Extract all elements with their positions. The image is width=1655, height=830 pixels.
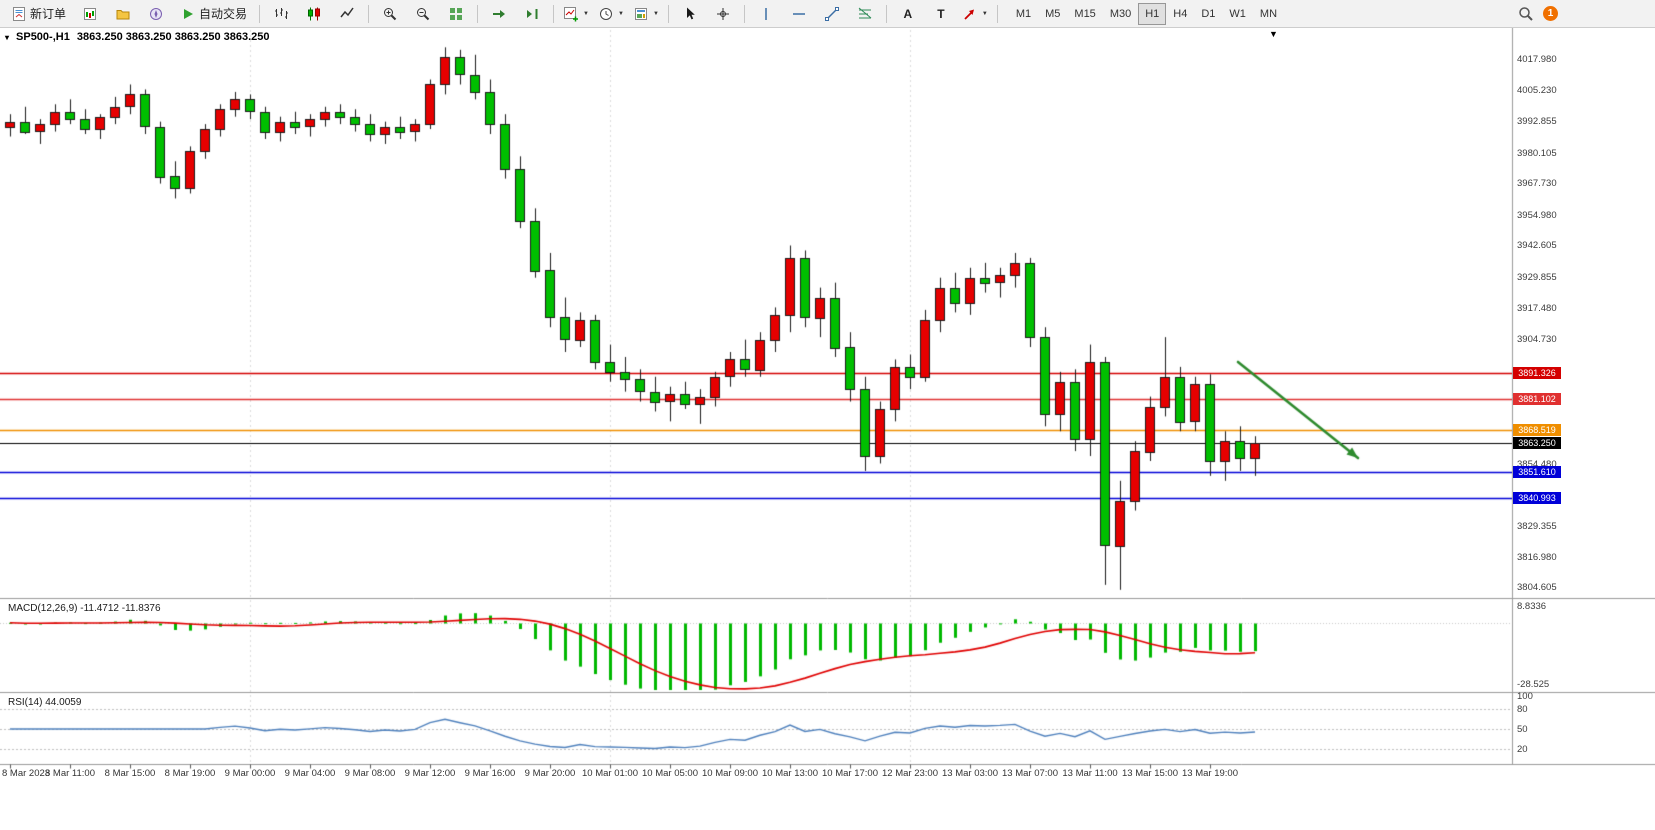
toolbar-separator <box>996 4 998 23</box>
marker-arrow-icon: ▼ <box>1269 29 1278 39</box>
new-chart-icon <box>84 7 97 20</box>
tile-windows-button[interactable] <box>440 2 472 26</box>
market-watch-icon <box>150 7 163 20</box>
trendline-button[interactable] <box>816 2 848 26</box>
crosshair-icon <box>716 7 729 20</box>
chart-ohlc-readout: ▾ SP500-,H1 3863.250 3863.250 3863.250 3… <box>5 31 270 43</box>
indicators-button[interactable]: ▼ <box>559 2 593 26</box>
toolbar: 新订单 自动交易 ▼ ▼ <box>0 0 1655 28</box>
profiles-folder-icon <box>116 9 130 19</box>
search-button[interactable] <box>1510 2 1542 26</box>
clock-icon <box>599 7 612 20</box>
one-click-trading-toggle[interactable]: ▾ <box>5 33 10 42</box>
cursor-icon <box>686 7 695 19</box>
timeframe-button-M15[interactable]: M15 <box>1074 7 1096 20</box>
auto-scroll-icon <box>493 9 506 18</box>
timeframe-button-H4[interactable]: H4 <box>1173 7 1188 20</box>
timeframe-button-D1[interactable]: D1 <box>1201 7 1216 20</box>
auto-trading-button[interactable]: 自动交易 <box>173 2 254 26</box>
macd-name: MACD(12,26,9) <box>8 603 78 614</box>
text-label-button[interactable]: T <box>925 2 957 26</box>
chevron-down-icon: ▼ <box>981 10 988 17</box>
macd-signal-value: -11.8376 <box>121 603 161 614</box>
chart-ohlc-values: 3863.250 3863.250 3863.250 3863.250 <box>76 31 270 43</box>
toolbar-separator <box>885 4 887 23</box>
chart-canvas[interactable] <box>0 28 1655 830</box>
fibonacci-icon <box>858 7 872 18</box>
timeframe-button-M30[interactable]: M30 <box>1109 7 1132 20</box>
vertical-line-button[interactable] <box>750 2 782 26</box>
chart-window: ▾ SP500-,H1 3863.250 3863.250 3863.250 3… <box>0 28 1655 830</box>
toolbar-separator <box>477 4 479 23</box>
arrows-button[interactable]: ▼ <box>958 2 992 26</box>
fibonacci-button[interactable] <box>849 2 881 26</box>
indicators-icon <box>564 6 579 21</box>
chevron-down-icon: ▼ <box>617 10 624 17</box>
text-label-glyph: T <box>937 6 945 21</box>
candlestick-chart-icon <box>308 7 321 20</box>
timeframe-button-H1[interactable]: H1 <box>1138 2 1167 25</box>
auto-scroll-button[interactable] <box>483 2 515 26</box>
toolbar-separator <box>743 4 745 23</box>
vertical-line-icon <box>765 7 767 20</box>
line-chart-button[interactable] <box>331 2 363 26</box>
timeframe-button-W1[interactable]: W1 <box>1229 7 1246 20</box>
zoom-in-icon <box>384 7 397 20</box>
cursor-button[interactable] <box>674 2 706 26</box>
candlestick-chart-button[interactable] <box>298 2 330 26</box>
text-button[interactable]: A <box>892 2 924 26</box>
macd-indicator-label[interactable]: MACD(12,26,9) -11.4712 -11.8376 <box>8 603 161 614</box>
macd-main-value: -11.4712 <box>80 603 119 614</box>
new-order-icon <box>13 6 25 21</box>
notification-badge[interactable]: 1 <box>1543 6 1558 21</box>
templates-button[interactable]: ▼ <box>629 2 663 26</box>
market-watch-button[interactable] <box>140 2 172 26</box>
bars-chart-icon <box>275 7 289 19</box>
profiles-button[interactable] <box>107 2 139 26</box>
chevron-down-icon: ▼ <box>652 10 659 17</box>
text-tool-glyph: A <box>903 6 913 21</box>
auto-trading-label: 自动交易 <box>199 7 248 21</box>
zoom-out-button[interactable] <box>407 2 439 26</box>
templates-icon <box>634 7 647 20</box>
tile-windows-icon <box>450 7 463 20</box>
search-icon <box>1519 6 1533 21</box>
rsi-value: 44.0059 <box>45 697 82 708</box>
horizontal-line-icon <box>792 12 805 15</box>
rsi-indicator-label[interactable]: RSI(14) 44.0059 <box>8 697 81 708</box>
toolbar-separator <box>553 4 555 23</box>
new-chart-button[interactable] <box>74 2 106 26</box>
chart-shift-button[interactable] <box>516 2 548 26</box>
timeframe-toolbar: M1 M5 M15 M30 H1 H4 D1 W1 MN <box>1009 2 1284 25</box>
new-order-button[interactable]: 新订单 <box>4 2 73 26</box>
toolbar-separator <box>368 4 370 23</box>
new-order-label: 新订单 <box>30 7 67 21</box>
chevron-down-icon: ▼ <box>583 10 589 17</box>
chart-symbol-period: SP500-,H1 <box>16 31 70 43</box>
chart-shift-icon <box>527 8 538 19</box>
timeframe-button-MN[interactable]: MN <box>1259 7 1278 20</box>
toolbar-separator <box>667 4 669 23</box>
auto-trading-play-icon <box>184 8 194 19</box>
timeframe-button-M5[interactable]: M5 <box>1045 7 1061 20</box>
rsi-name: RSI(14) <box>8 697 43 708</box>
crosshair-button[interactable] <box>707 2 739 26</box>
zoom-in-button[interactable] <box>374 2 406 26</box>
timeframe-button-M1[interactable]: M1 <box>1015 7 1032 20</box>
bars-chart-button[interactable] <box>265 2 297 26</box>
horizontal-line-button[interactable] <box>783 2 815 26</box>
line-chart-icon <box>340 7 354 17</box>
zoom-out-icon <box>417 7 430 20</box>
trendline-icon <box>824 6 839 21</box>
periods-button[interactable]: ▼ <box>594 2 628 26</box>
arrow-tool-icon <box>964 9 974 20</box>
toolbar-separator <box>259 4 261 23</box>
